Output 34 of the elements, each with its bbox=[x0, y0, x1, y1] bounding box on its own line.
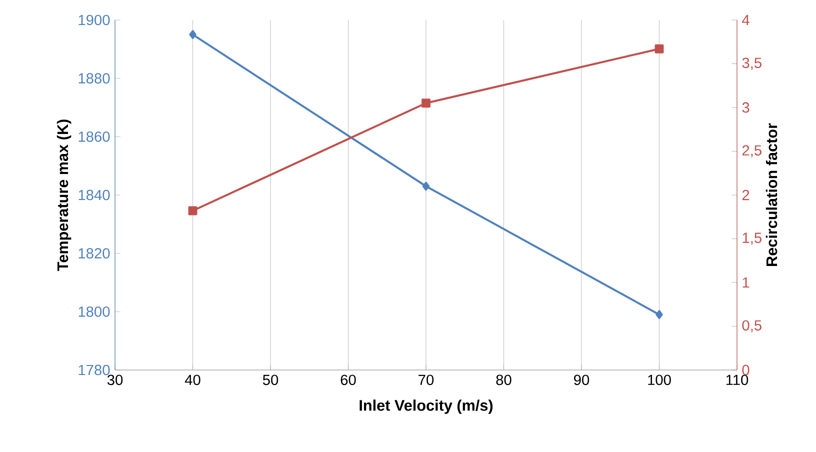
y-tick-label: 1900 bbox=[78, 14, 110, 26]
y-tick-label: 1780 bbox=[78, 364, 110, 376]
y2-tick-label: 0 bbox=[742, 364, 750, 376]
y2-tick-label: 4 bbox=[742, 14, 750, 26]
y-tick-label: 1840 bbox=[78, 190, 110, 200]
y2-tick-label: 2 bbox=[742, 190, 750, 200]
y2-tick-label: 1 bbox=[742, 277, 750, 288]
point bbox=[422, 98, 430, 108]
x-tick-label: 80 bbox=[496, 374, 512, 386]
x-tick-label: 40 bbox=[184, 374, 200, 386]
y-tick-label: 1820 bbox=[78, 248, 110, 259]
y-tick-label: 1880 bbox=[78, 73, 110, 84]
x-tick-label: 50 bbox=[262, 374, 278, 386]
y2-tick-label: 2,5 bbox=[742, 145, 762, 158]
y2-tick-label: 1,5 bbox=[742, 232, 762, 245]
x-axis-title: Inlet Velocity (m/s) bbox=[360, 400, 493, 414]
x-tick-label: 100 bbox=[648, 374, 671, 386]
y2-axis-title: Recirculation factor bbox=[766, 123, 778, 266]
y2-tick-label: 3 bbox=[742, 102, 750, 113]
y-tick-label: 1800 bbox=[78, 306, 110, 317]
x-tick-label: 70 bbox=[418, 374, 434, 386]
x-tick-label: 90 bbox=[574, 374, 590, 386]
x-tick-label: 110 bbox=[726, 374, 748, 386]
x-tick-label: 30 bbox=[107, 374, 123, 386]
y-axis-title: Temperature max (K) bbox=[56, 120, 72, 271]
point bbox=[654, 44, 664, 54]
point bbox=[422, 182, 430, 191]
y2-tick-label: 0,5 bbox=[742, 320, 762, 332]
y2-tick-label: 3,5 bbox=[742, 58, 762, 70]
point bbox=[189, 30, 196, 40]
point bbox=[656, 310, 663, 320]
y-tick-label: 1860 bbox=[78, 131, 110, 142]
point bbox=[188, 206, 198, 216]
x-tick-label: 60 bbox=[340, 374, 356, 386]
